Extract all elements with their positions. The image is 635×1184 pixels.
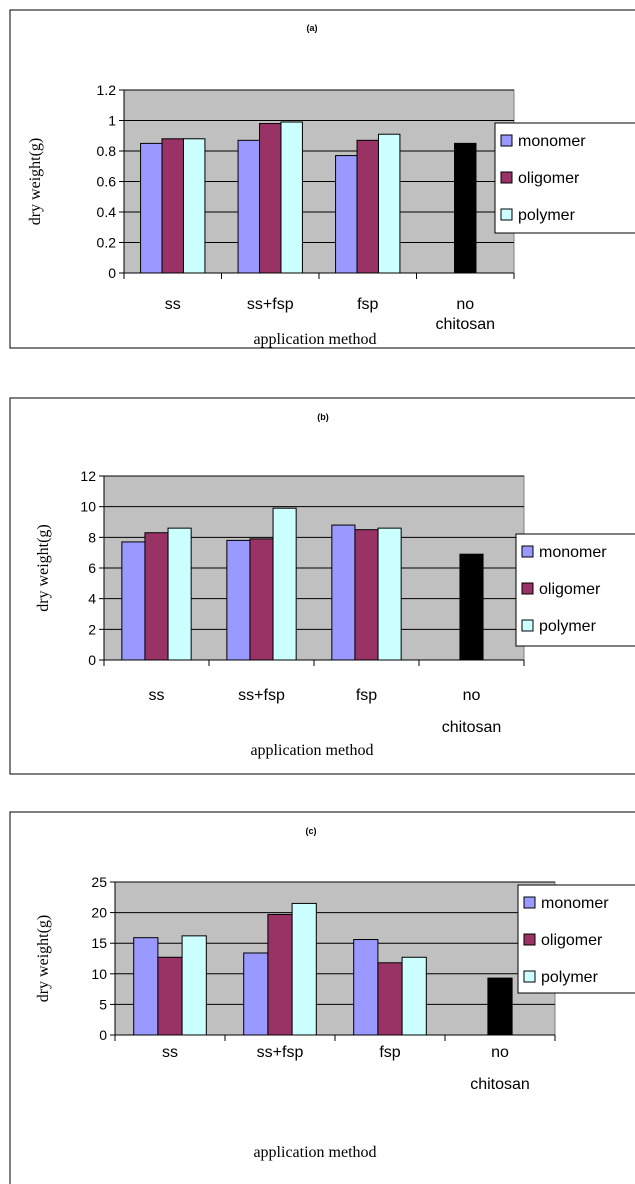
bar-monomer: [335, 155, 358, 274]
y-tick-label: 4: [88, 591, 96, 607]
bar-oligomer: [267, 913, 293, 1036]
y-tick-label: 1.2: [97, 82, 117, 98]
bar-oligomer: [144, 532, 169, 661]
bar-monomer: [226, 539, 251, 661]
legend-label: polymer: [539, 618, 597, 635]
y-tick-label: 0.6: [97, 174, 117, 190]
y-tick-label: 25: [91, 874, 107, 890]
bar-monomer: [133, 937, 159, 1036]
legend-label: oligomer: [541, 932, 603, 949]
x-tick-label: ss+fsp: [257, 1044, 304, 1061]
legend-label: monomer: [518, 133, 586, 150]
x-tick-label: no: [456, 296, 474, 313]
bar-polymer: [181, 935, 207, 1036]
y-tick-label: 10: [80, 499, 96, 515]
legend-box: [515, 533, 635, 647]
legend-box: [494, 122, 635, 234]
y-tick-label: 0: [88, 652, 96, 668]
x-tick-label: ss: [162, 1044, 178, 1061]
bar-polymer: [377, 133, 401, 274]
x-tick-label: no: [491, 1044, 509, 1061]
bar-polymer: [272, 507, 297, 661]
legend-swatch: [523, 970, 536, 983]
legend-label: polymer: [541, 969, 599, 986]
x-tick-label: ss: [149, 687, 165, 704]
bar-monomer: [237, 139, 261, 274]
bar-monomer: [140, 142, 163, 274]
chart-title: (a): [307, 23, 318, 33]
x-tick-label: no: [463, 687, 481, 704]
x-tick-label: ss+fsp: [238, 687, 285, 704]
bar-oligomer: [356, 139, 379, 274]
chart-title: (c): [306, 826, 317, 836]
bar-no-chitosan: [454, 142, 477, 274]
legend-swatch: [523, 896, 536, 909]
legend-swatch: [521, 582, 534, 595]
y-tick-label: 0.2: [97, 235, 117, 251]
bar-oligomer: [249, 538, 274, 661]
bar-polymer: [291, 902, 317, 1036]
legend-label: monomer: [539, 544, 607, 561]
legend-box: [517, 884, 635, 994]
bar-monomer: [243, 952, 269, 1036]
y-tick-label: 0.4: [97, 204, 117, 220]
bar-oligomer: [259, 123, 282, 274]
bar-oligomer: [157, 956, 183, 1036]
x-axis-label: application method: [253, 331, 376, 348]
bar-oligomer: [377, 962, 403, 1036]
legend-label: polymer: [518, 207, 576, 224]
legend-label: oligomer: [518, 170, 580, 187]
legend-label: monomer: [541, 895, 609, 912]
y-tick-label: 15: [91, 935, 107, 951]
chart-panel: (c) 0 5 10 15 20 25 ss ss+fsp fsp no chitosan applic…: [9, 811, 635, 1184]
x-axis-label: application method: [250, 742, 373, 759]
bar-monomer: [353, 939, 379, 1036]
x-tick-label: fsp: [356, 687, 377, 704]
y-axis-label: dry weight(g): [35, 524, 52, 612]
x-tick-label: fsp: [357, 296, 378, 313]
y-tick-label: 20: [91, 905, 107, 921]
bar-no-chitosan: [459, 553, 484, 661]
chart-panel: (a) 0 0.2 0.4 0.6 0.8 1 1.2 ss ss+fsp fsp no chitosa…: [9, 9, 635, 349]
bar-monomer: [121, 541, 146, 661]
x-tick-label: chitosan: [442, 719, 502, 736]
x-tick-label: ss: [165, 296, 181, 313]
bar-polymer: [182, 138, 206, 274]
y-tick-label: 8: [88, 529, 96, 545]
y-tick-label: 5: [99, 996, 107, 1012]
bar-polymer: [167, 527, 192, 661]
bar-polymer: [401, 956, 427, 1036]
legend-swatch: [500, 134, 513, 147]
y-axis-label: dry weight(g): [27, 138, 44, 226]
legend-swatch: [523, 933, 536, 946]
y-tick-label: 6: [88, 560, 96, 576]
x-tick-label: chitosan: [470, 1076, 530, 1093]
legend-label: oligomer: [539, 581, 601, 598]
y-tick-label: 10: [91, 966, 107, 982]
x-tick-label: chitosan: [435, 316, 495, 333]
y-tick-label: 0: [99, 1027, 107, 1043]
bar-polymer: [280, 121, 303, 274]
legend-swatch: [500, 208, 513, 221]
bar-no-chitosan: [487, 977, 513, 1036]
bar-polymer: [377, 527, 402, 661]
chart-title: (b): [317, 412, 329, 422]
x-tick-label: ss+fsp: [247, 296, 294, 313]
bar-oligomer: [161, 138, 184, 274]
y-tick-label: 0: [108, 265, 116, 281]
bar-oligomer: [354, 529, 379, 661]
legend-swatch: [521, 619, 534, 632]
bar-monomer: [331, 524, 356, 661]
y-tick-label: 2: [88, 621, 96, 637]
chart-panel: (b) 0 2 4 6 8 10 12 ss ss+fsp fsp no chitosan applica…: [9, 397, 635, 775]
x-tick-label: fsp: [379, 1044, 400, 1061]
y-axis-label: dry weight(g): [35, 915, 52, 1003]
x-axis-label: application method: [253, 1144, 376, 1161]
legend-swatch: [500, 171, 513, 184]
legend-swatch: [521, 545, 534, 558]
y-tick-label: 12: [80, 468, 96, 484]
y-tick-label: 0.8: [97, 143, 117, 159]
y-tick-label: 1: [108, 113, 116, 129]
